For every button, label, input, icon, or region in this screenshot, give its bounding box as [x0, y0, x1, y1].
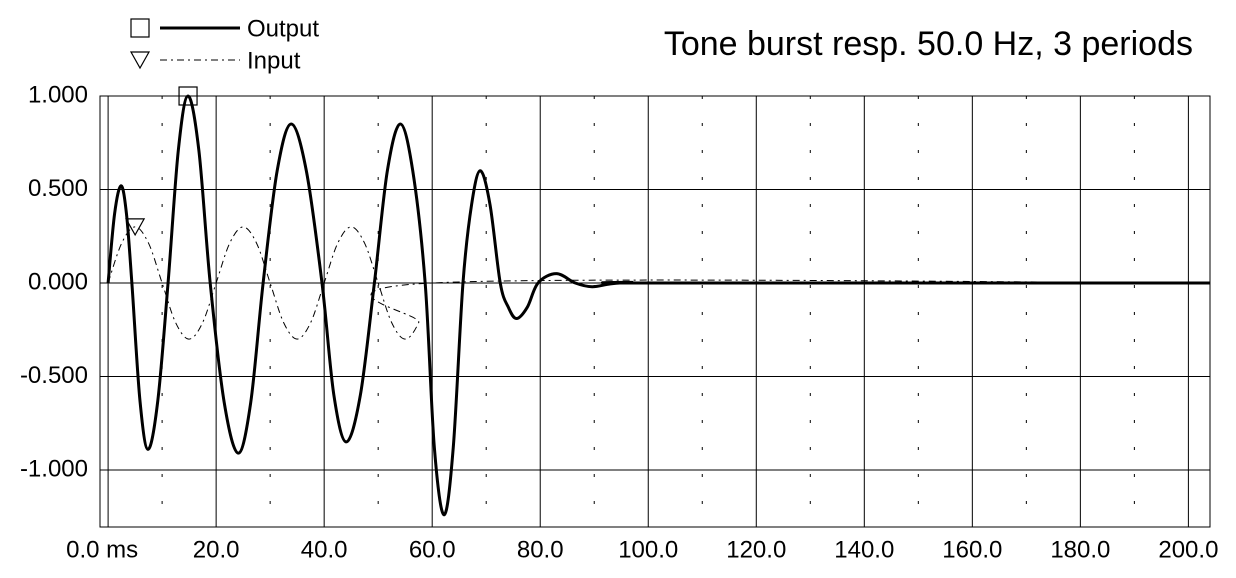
x-tick-label: 160.0 [942, 536, 1002, 563]
x-tick-label: 100.0 [618, 536, 678, 563]
x-tick-label: 120.0 [726, 536, 786, 563]
legend-label: Output [247, 15, 319, 42]
y-tick-label: 0.000 [28, 268, 88, 295]
x-tick-label: 20.0 [193, 536, 240, 563]
marker [178, 86, 198, 106]
y-tick-label: 1.000 [28, 81, 88, 108]
x-tick-label: 200.0 [1158, 536, 1218, 563]
x-tick-label: 80.0 [517, 536, 564, 563]
x-tick-label: 60.0 [409, 536, 456, 563]
series-line [107, 226, 1211, 340]
y-tick-label: -1.000 [20, 455, 88, 482]
marker [129, 51, 151, 70]
marker [130, 18, 150, 38]
x-tick-label: 140.0 [834, 536, 894, 563]
legend-label: Input [247, 47, 301, 74]
x-tick-label: 40.0 [301, 536, 348, 563]
series-line [106, 94, 1211, 517]
y-tick-label: -0.500 [20, 362, 88, 389]
x-tick-label: 0.0 ms [66, 536, 138, 563]
chart-title: Tone burst resp. 50.0 Hz, 3 periods [664, 25, 1193, 63]
y-tick-label: 0.500 [28, 175, 88, 202]
marker [125, 218, 146, 237]
x-tick-label: 180.0 [1050, 536, 1110, 563]
plot-frame [99, 95, 1211, 528]
